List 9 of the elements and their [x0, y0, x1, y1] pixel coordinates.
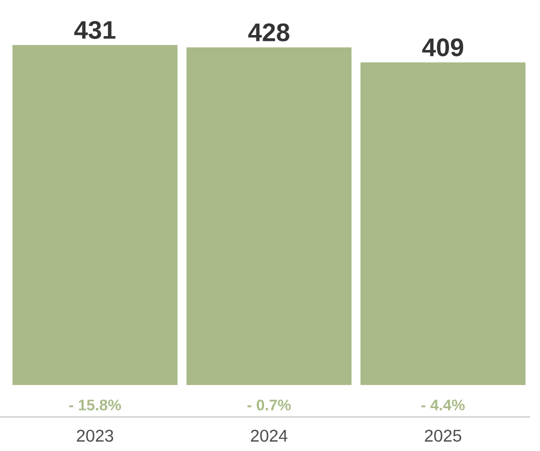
- text: - 15.8%: [69, 400, 121, 410]
- x-tick-label: 2023: [76, 430, 114, 442]
- data-label: 428: [248, 23, 290, 42]
- data-label: 409: [422, 38, 464, 56]
- x-tick-label: 2024: [250, 430, 288, 442]
- text: - 4.4%: [421, 400, 465, 410]
- data-label: 431: [74, 20, 116, 39]
- text: - 0.7%: [247, 400, 291, 410]
- x-tick-label: 2025: [424, 430, 462, 442]
